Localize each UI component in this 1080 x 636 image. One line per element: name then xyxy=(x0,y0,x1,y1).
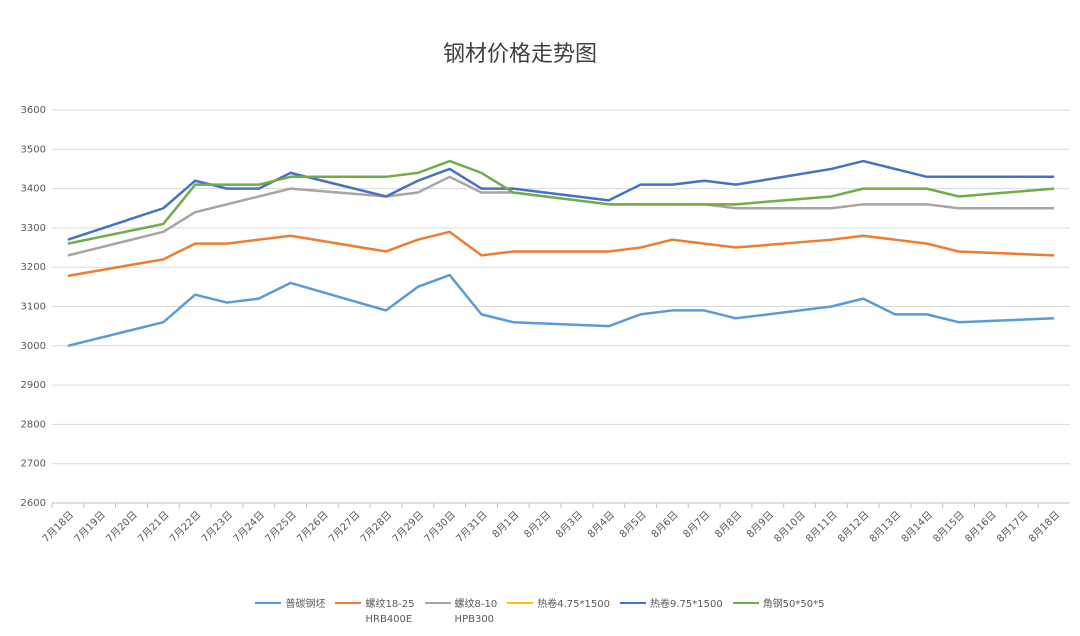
x-tick-label: 8月2日 xyxy=(522,509,554,541)
x-tick-label: 7月24日 xyxy=(231,509,267,545)
y-tick-label: 2600 xyxy=(21,498,46,509)
series-line xyxy=(67,230,1055,278)
legend-item: 热卷4.75*1500 xyxy=(507,597,610,627)
x-tick-label: 8月14日 xyxy=(899,509,935,545)
legend: 普碳钢坯 螺纹18-25 HRB400E 螺纹8-10 HPB300 热卷4.75*1… xyxy=(0,597,1080,627)
y-tick-label: 2700 xyxy=(21,459,46,470)
x-tick-label: 7月18日 xyxy=(40,509,76,545)
legend-swatch xyxy=(424,602,451,604)
legend-label: 角钢50*50*5 xyxy=(762,599,825,610)
legend-item: 螺纹8-10 HPB300 xyxy=(424,597,498,627)
x-tick-label: 8月6日 xyxy=(649,509,681,541)
x-tick-label: 8月1日 xyxy=(490,509,522,541)
y-tick-label: 3000 xyxy=(21,341,46,352)
series-line xyxy=(67,273,1055,348)
chart: 钢材价格走势图 2600 2700 2800 2900 3000 3100 3200 3300… xyxy=(21,42,1070,545)
x-tick-label: 7月26日 xyxy=(295,509,331,545)
x-tick-label: 7月22日 xyxy=(167,509,203,545)
y-tick-label: 2800 xyxy=(21,419,46,430)
legend-swatch xyxy=(335,602,362,604)
chart-title: 钢材价格走势图 xyxy=(443,42,597,67)
x-tick-label: 8月4日 xyxy=(585,509,617,541)
legend-label: 热卷4.75*1500 xyxy=(537,599,610,610)
x-tick-label: 7月21日 xyxy=(135,509,171,545)
x-tick-label: 8月13日 xyxy=(867,509,903,545)
legend-label: 螺纹8-10 HPB300 xyxy=(454,599,498,625)
legend-label: 热卷9.75*1500 xyxy=(649,599,723,610)
x-tick-label: 7月20日 xyxy=(104,509,140,545)
x-tick-label: 7月27日 xyxy=(326,509,362,545)
y-tick-label: 3100 xyxy=(21,302,46,313)
legend-swatch xyxy=(732,602,759,604)
x-tick-label: 7月23日 xyxy=(199,509,235,545)
x-tick-label: 7月19日 xyxy=(72,509,108,545)
x-tick-label: 8月8日 xyxy=(713,509,745,541)
x-tick-label: 7月29日 xyxy=(390,509,426,545)
legend-swatch xyxy=(619,602,646,604)
x-tick-label: 7月30日 xyxy=(422,509,458,545)
x-tick-label: 8月5日 xyxy=(617,509,649,541)
legend-swatch xyxy=(255,602,282,604)
y-tick-label: 3500 xyxy=(21,144,46,155)
y-tick-label: 3600 xyxy=(21,105,46,116)
y-tick-label: 2900 xyxy=(21,380,46,391)
x-tick-label: 8月3日 xyxy=(554,509,586,541)
x-tick-label: 8月10日 xyxy=(772,509,808,545)
x-tick-label: 7月25日 xyxy=(263,509,299,545)
legend-item: 角钢50*50*5 xyxy=(732,597,825,627)
x-tick-label: 8月16日 xyxy=(963,509,999,545)
x-tick-label: 8月11日 xyxy=(804,509,840,545)
y-tick-label: 3400 xyxy=(21,184,46,195)
x-tick-label: 8月12日 xyxy=(835,509,871,545)
x-tick-label: 8月18日 xyxy=(1026,509,1062,545)
legend-swatch xyxy=(507,602,534,604)
y-tick-label: 3200 xyxy=(21,262,46,273)
x-tick-label: 8月15日 xyxy=(931,509,967,545)
series-line xyxy=(67,159,1055,245)
x-tick-label: 8月9日 xyxy=(744,509,776,541)
legend-item: 热卷9.75*1500 xyxy=(619,597,723,627)
legend-label: 螺纹18-25 HRB400E xyxy=(365,599,415,625)
x-tick-label: 7月28日 xyxy=(358,509,394,545)
legend-item: 螺纹18-25 HRB400E xyxy=(335,597,415,627)
y-tick-label: 3300 xyxy=(21,223,46,234)
x-tick-label: 8月17日 xyxy=(994,509,1030,545)
legend-label: 普碳钢坯 xyxy=(285,599,326,610)
series-line xyxy=(67,159,1055,241)
legend-item: 普碳钢坯 xyxy=(255,597,325,627)
x-tick-label: 7月31日 xyxy=(454,509,490,545)
x-tick-label: 8月7日 xyxy=(681,509,713,541)
